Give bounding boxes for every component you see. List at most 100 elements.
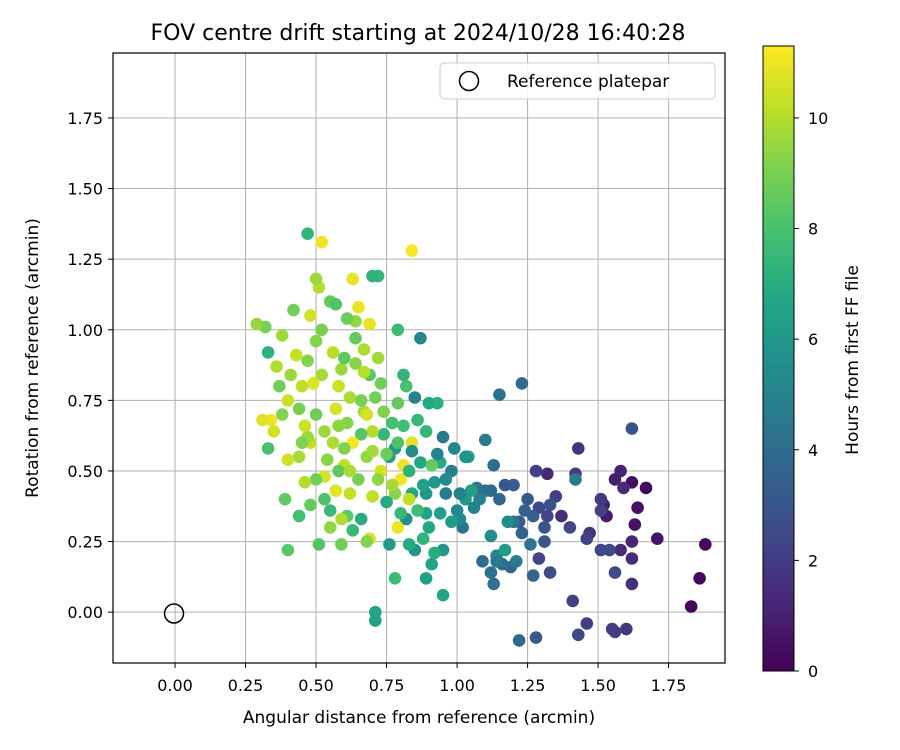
- data-point: [580, 617, 594, 630]
- data-point: [555, 509, 568, 523]
- data-point: [515, 377, 529, 390]
- scatter-points: [250, 227, 712, 647]
- data-point: [436, 430, 450, 444]
- data-point: [608, 566, 622, 579]
- data-point: [493, 492, 506, 506]
- data-point: [315, 235, 329, 249]
- data-point: [329, 298, 343, 311]
- data-point: [416, 532, 430, 545]
- data-point: [354, 394, 368, 407]
- data-point: [261, 346, 275, 359]
- plot-frame: [112, 52, 726, 664]
- data-point: [625, 552, 639, 565]
- data-point: [493, 388, 506, 402]
- data-point: [315, 323, 329, 337]
- data-point: [309, 272, 323, 286]
- data-point: [490, 555, 503, 568]
- data-point: [292, 509, 306, 523]
- y-tick-label: 1.00: [67, 321, 103, 340]
- data-point: [332, 379, 345, 393]
- data-point: [467, 501, 481, 514]
- data-point: [391, 323, 405, 337]
- x-tick-label: 0.50: [298, 676, 334, 695]
- data-point: [521, 492, 534, 506]
- data-point: [433, 507, 447, 520]
- data-point: [529, 464, 543, 478]
- data-point: [572, 628, 585, 642]
- data-point: [631, 501, 644, 514]
- data-point: [402, 492, 416, 506]
- data-point: [639, 481, 653, 495]
- data-point: [275, 408, 289, 421]
- data-point: [543, 498, 557, 512]
- data-point: [354, 428, 368, 441]
- data-point: [397, 419, 410, 433]
- data-point: [569, 473, 582, 486]
- colorbar-tick-label: 2: [808, 551, 818, 570]
- data-point: [335, 538, 348, 551]
- colorbar-gradient: [762, 45, 795, 672]
- x-tick-label: 0.75: [369, 676, 405, 695]
- data-point: [366, 444, 379, 458]
- data-point: [335, 512, 348, 526]
- data-point: [572, 442, 585, 455]
- data-point: [479, 433, 492, 447]
- data-point: [614, 543, 627, 557]
- data-point: [453, 487, 467, 500]
- data-point: [594, 504, 608, 517]
- data-point: [284, 368, 298, 382]
- data-point: [369, 391, 382, 404]
- data-point: [436, 588, 450, 602]
- data-point: [281, 453, 295, 467]
- data-point: [515, 526, 529, 540]
- data-point: [397, 368, 410, 382]
- data-point: [326, 346, 340, 359]
- data-point: [360, 408, 374, 421]
- data-point: [693, 572, 706, 585]
- data-point: [625, 422, 639, 435]
- data-point: [538, 535, 551, 548]
- data-point: [431, 447, 444, 461]
- colorbar-tick-label: 0: [808, 662, 818, 681]
- data-point: [405, 244, 419, 257]
- data-point: [566, 594, 579, 608]
- data-point: [371, 351, 385, 365]
- grid-lines: [113, 53, 725, 663]
- data-point: [625, 535, 639, 548]
- colorbar-tick-label: 6: [808, 330, 818, 349]
- data-point: [380, 447, 393, 461]
- data-point: [363, 317, 376, 331]
- data-point: [343, 464, 357, 478]
- data-point: [524, 538, 537, 551]
- data-point: [332, 464, 345, 478]
- data-point: [295, 436, 309, 450]
- data-point: [416, 478, 430, 492]
- data-point: [394, 507, 408, 520]
- data-point: [402, 538, 416, 551]
- data-point: [315, 368, 329, 382]
- data-point: [312, 538, 326, 551]
- legend: Reference platepar: [439, 62, 716, 100]
- data-point: [608, 625, 622, 639]
- data-point: [301, 354, 314, 368]
- data-point: [439, 473, 453, 486]
- data-point: [380, 495, 393, 509]
- data-point: [425, 459, 439, 472]
- colorbar-tick-label: 4: [808, 441, 818, 460]
- data-point: [699, 538, 712, 551]
- reference-platepar-marker: [163, 603, 185, 624]
- data-point: [346, 272, 360, 286]
- data-point: [422, 396, 436, 410]
- legend-box: [439, 62, 716, 100]
- data-point: [369, 614, 382, 627]
- data-point: [360, 535, 374, 548]
- data-point: [487, 577, 501, 591]
- y-axis-label: Rotation from reference (arcmin): [23, 218, 43, 498]
- data-point: [391, 436, 405, 450]
- data-point: [352, 300, 365, 314]
- data-point: [298, 419, 312, 433]
- data-point: [411, 413, 424, 427]
- data-point: [256, 413, 269, 427]
- data-point: [501, 515, 515, 529]
